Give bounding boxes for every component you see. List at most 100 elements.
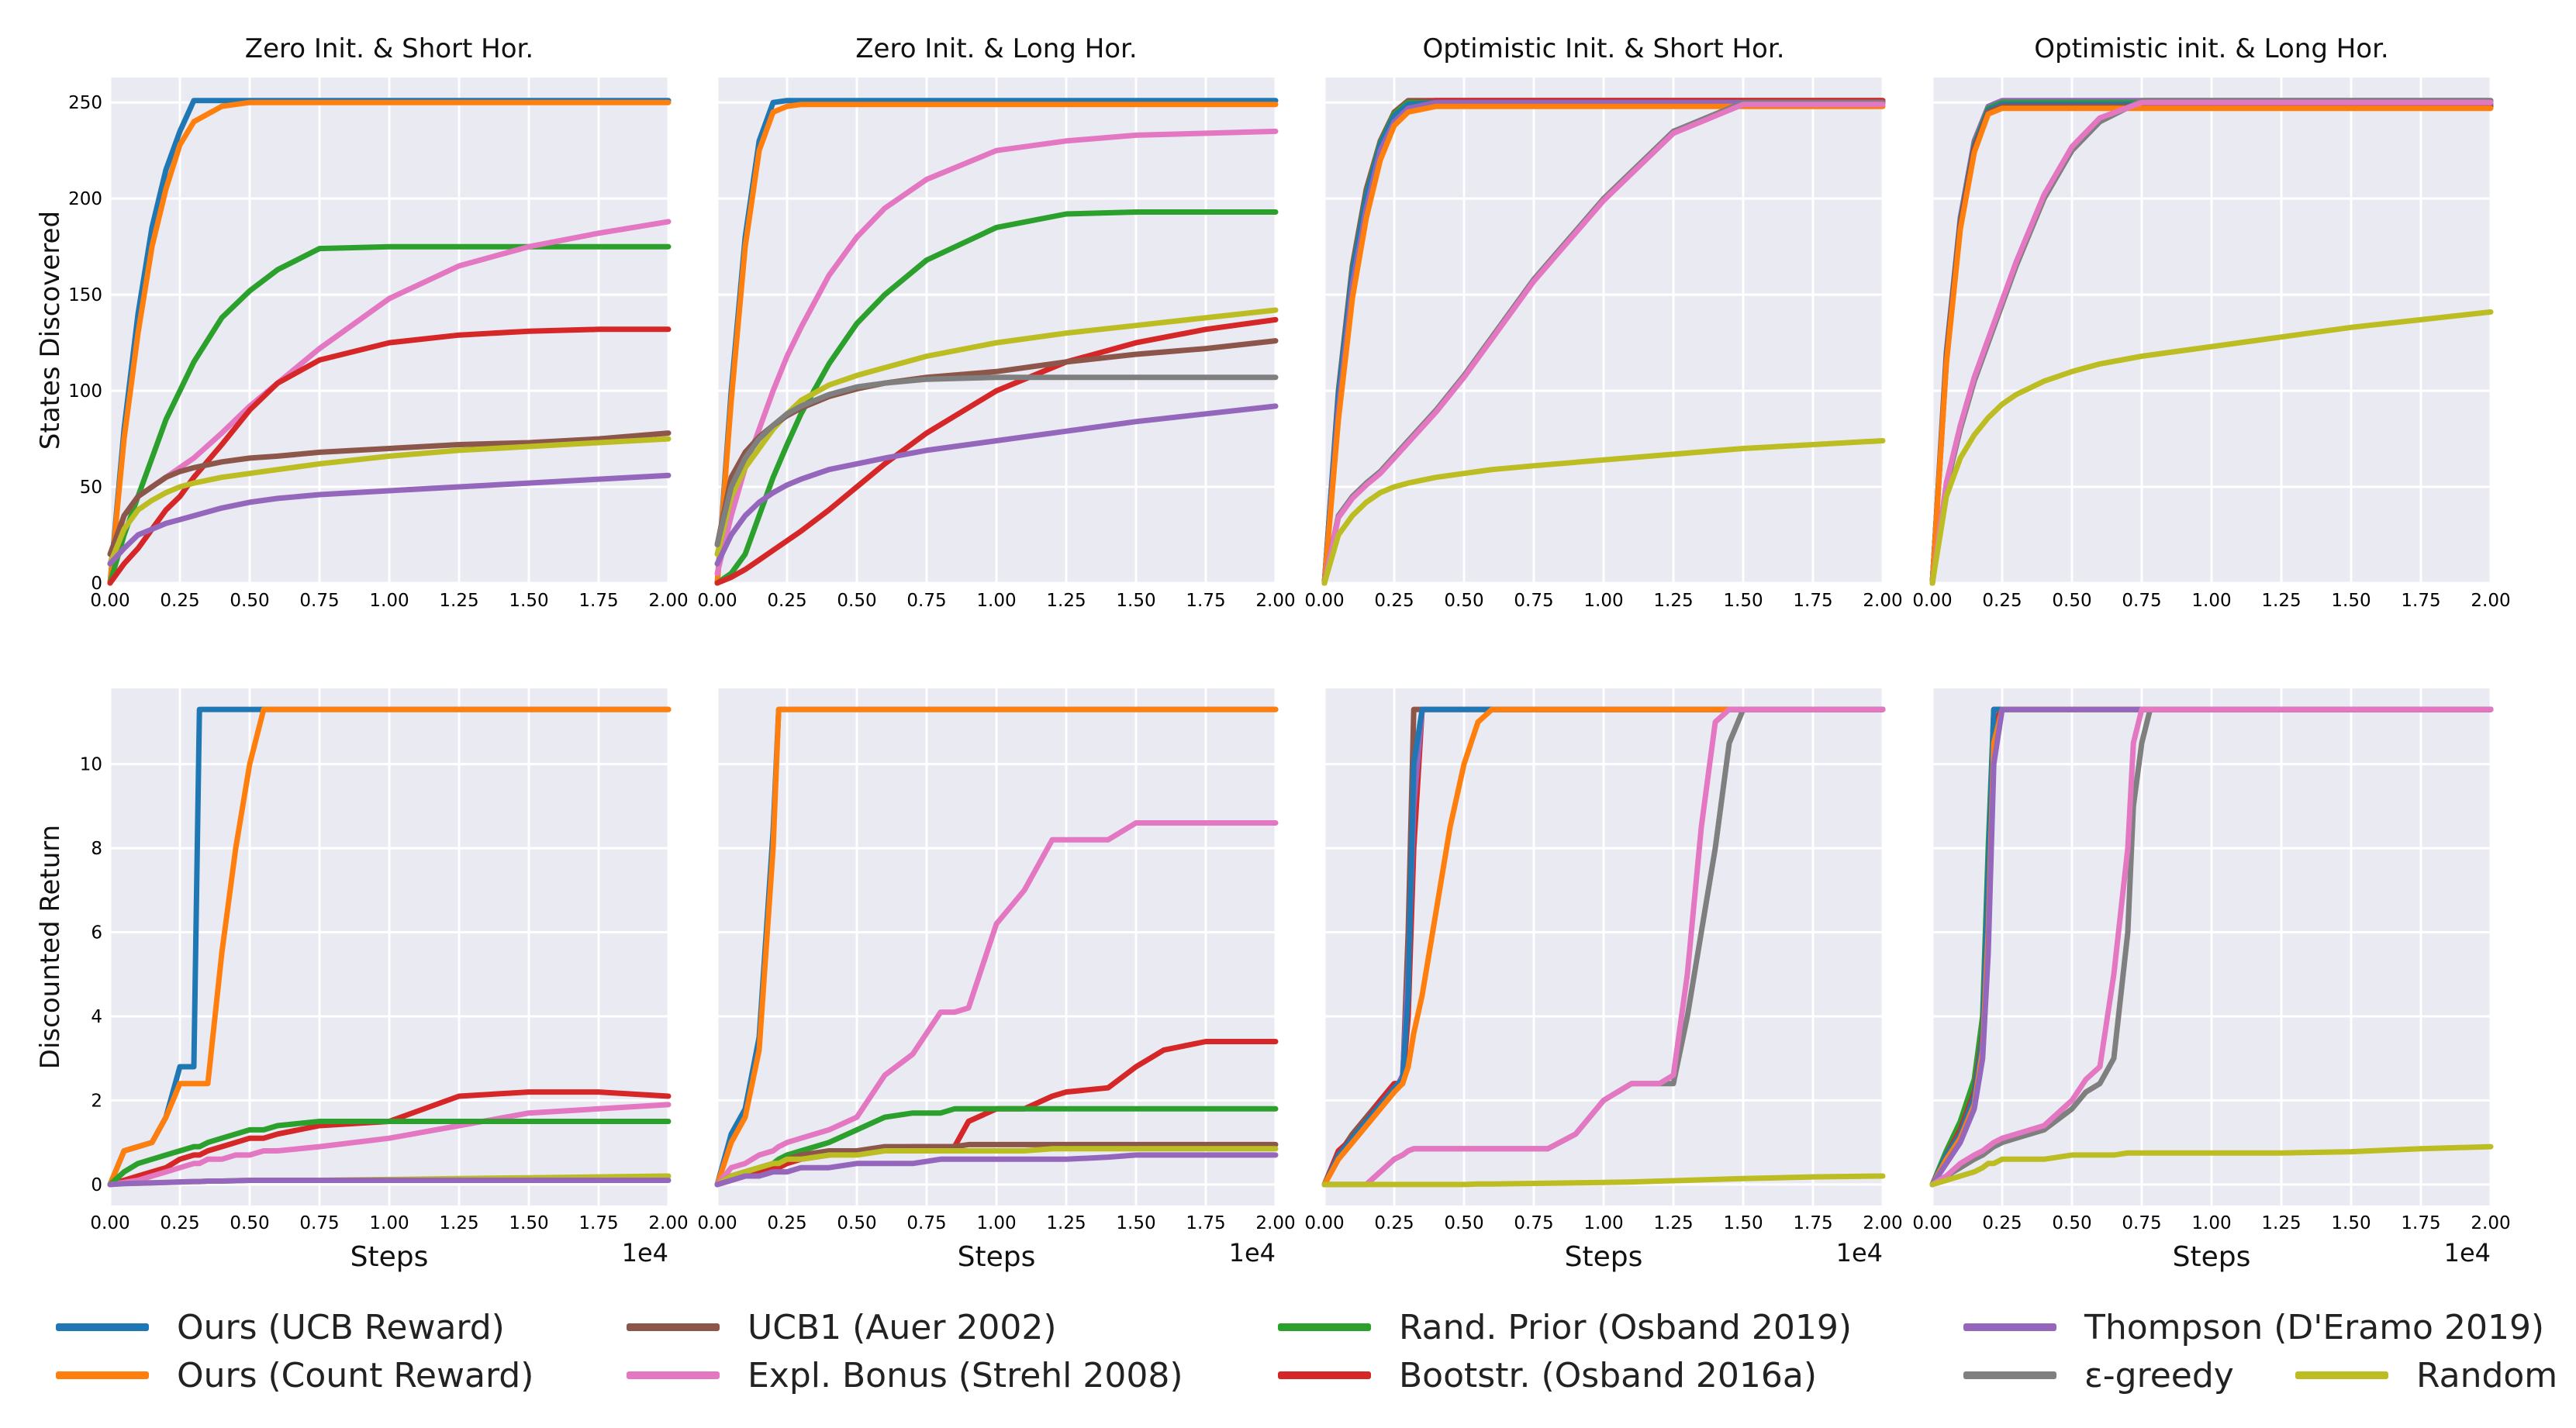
x-tick-label: 1.50 [2331,591,2371,611]
y-axis-label: Discounted Return [35,825,66,1069]
series-line-count [1321,706,1886,1188]
panel-1 [107,78,672,586]
x-tick-label: 1.50 [1116,1213,1155,1233]
x-axis-scale-label: 1e4 [1836,1238,1883,1268]
x-tick-label: 0.00 [90,1213,129,1233]
legend-item-random: Random [2295,1352,2557,1399]
y-tick-label: 200 [68,189,102,209]
y-tick-label: 6 [91,923,102,943]
series-line-expl [1321,102,1886,586]
x-axis-scale-label: 1e4 [622,1238,668,1268]
x-tick-label: 1.00 [976,591,1016,611]
legend-label: Thompson (D'Eramo 2019) [2084,1307,2545,1347]
x-tick-label: 1.75 [1186,1213,1225,1233]
x-tick-label: 1.75 [1793,591,1832,611]
series-line-expl [1929,99,2494,586]
panel-7 [1321,688,1886,1206]
series-line-random [107,436,672,567]
x-tick-label: 1.25 [1046,1213,1086,1233]
series-line-expl [1929,706,2494,1188]
x-tick-label: 0.25 [767,591,806,611]
series-line-ucb1 [107,430,672,557]
x-axis-label: Steps [1565,1241,1643,1273]
panel-2 [714,78,1279,586]
x-tick-label: 1.50 [509,591,548,611]
legend-label: UCB1 (Auer 2002) [748,1307,1057,1347]
series-line-rand [107,1119,672,1188]
series-line-thomp [714,1152,1279,1188]
series-line-count [1929,105,2494,586]
x-tick-label: 2.00 [1255,591,1295,611]
x-tick-label: 0.75 [2122,591,2161,611]
x-tick-label: 1.00 [369,1213,409,1233]
series-line-random [1929,1143,2494,1188]
x-tick-label: 0.75 [299,591,339,611]
y-tick-label: 0 [91,574,102,594]
legend-swatch [56,1323,149,1331]
x-tick-label: 1.25 [2261,591,2301,611]
x-tick-label: 1.25 [439,591,478,611]
legend-label: Random [2416,1355,2558,1395]
x-tick-label: 1.00 [369,591,409,611]
panel-8 [1929,688,2494,1206]
legend-item-count: Ours (Count Reward) [56,1352,534,1399]
y-tick-label: 250 [68,93,102,113]
x-tick-label: 1.00 [976,1213,1016,1233]
x-tick-label: 1.50 [1723,1213,1763,1233]
legend: Ours (UCB Reward) Ours (Count Reward) UC… [0,1287,2576,1426]
panel-3 [1321,78,1886,586]
y-tick-label: 100 [68,381,102,402]
panel-title: Optimistic init. & Long Hor. [2034,33,2389,64]
series-line-rand [107,243,672,586]
legend-label: Bootstr. (Osband 2016a) [1399,1355,1817,1395]
y-tick-label: 150 [68,285,102,305]
x-tick-label: 1.00 [2191,591,2231,611]
series-line-random [1321,1173,1886,1188]
x-tick-label: 0.75 [906,1213,946,1233]
series-line-count [1321,103,1886,586]
x-tick-label: 0.00 [90,591,129,611]
series-line-count [714,102,1279,586]
x-tick-label: 1.75 [578,1213,618,1233]
series-line-thomp [107,1178,672,1188]
legend-swatch [1963,1323,2056,1331]
panel-title: Optimistic Init. & Short Hor. [1422,33,1784,64]
series-line-count [714,706,1279,1188]
x-tick-label: 1.00 [1583,591,1623,611]
x-tick-label: 1.00 [1583,1213,1623,1233]
x-tick-label: 0.50 [2052,591,2091,611]
legend-item-ucb: Ours (UCB Reward) [56,1304,505,1350]
x-tick-label: 0.75 [1514,591,1553,611]
x-tick-label: 0.50 [230,591,269,611]
series-line-count [107,706,672,1188]
legend-label: Ours (UCB Reward) [177,1307,505,1347]
x-tick-label: 0.00 [697,591,737,611]
y-axis-label: States Discovered [35,211,66,450]
x-tick-label: 0.00 [1912,1213,1952,1233]
series-line-rand [714,209,1279,586]
x-tick-label: 2.00 [2471,591,2510,611]
x-tick-label: 1.25 [1046,591,1086,611]
series-line-count [107,99,672,586]
figure: 0.00 0.25 0.50 0.75 1.00 1.25 1.50 1.75 2.00 0 50 1… [35,33,2511,1273]
x-tick-label: 2.00 [1863,591,1902,611]
legend-item-rand: Rand. Prior (Osband 2019) [1278,1304,1852,1350]
x-tick-label: 0.25 [160,1213,199,1233]
x-axis-label: Steps [350,1241,429,1273]
x-tick-label: 2.00 [1863,1213,1902,1233]
x-tick-label: 2.00 [648,591,688,611]
x-tick-label: 1.75 [1186,591,1225,611]
panel-title: Zero Init. & Short Hor. [245,33,534,64]
legend-swatch [1278,1323,1371,1331]
legend-item-boot: Bootstr. (Osband 2016a) [1278,1352,1817,1399]
series-line-boot [107,1089,672,1188]
legend-item-ucb1: UCB1 (Auer 2002) [627,1304,1057,1350]
x-tick-label: 1.00 [2191,1213,2231,1233]
series-line-expl [1321,706,1886,1188]
x-tick-label: 0.50 [230,1213,269,1233]
x-tick-label: 1.50 [509,1213,548,1233]
series-line-thomp [714,403,1279,567]
y-tick-label: 2 [91,1091,102,1111]
x-tick-label: 0.25 [767,1213,806,1233]
panel-title: Zero Init. & Long Hor. [855,33,1137,64]
